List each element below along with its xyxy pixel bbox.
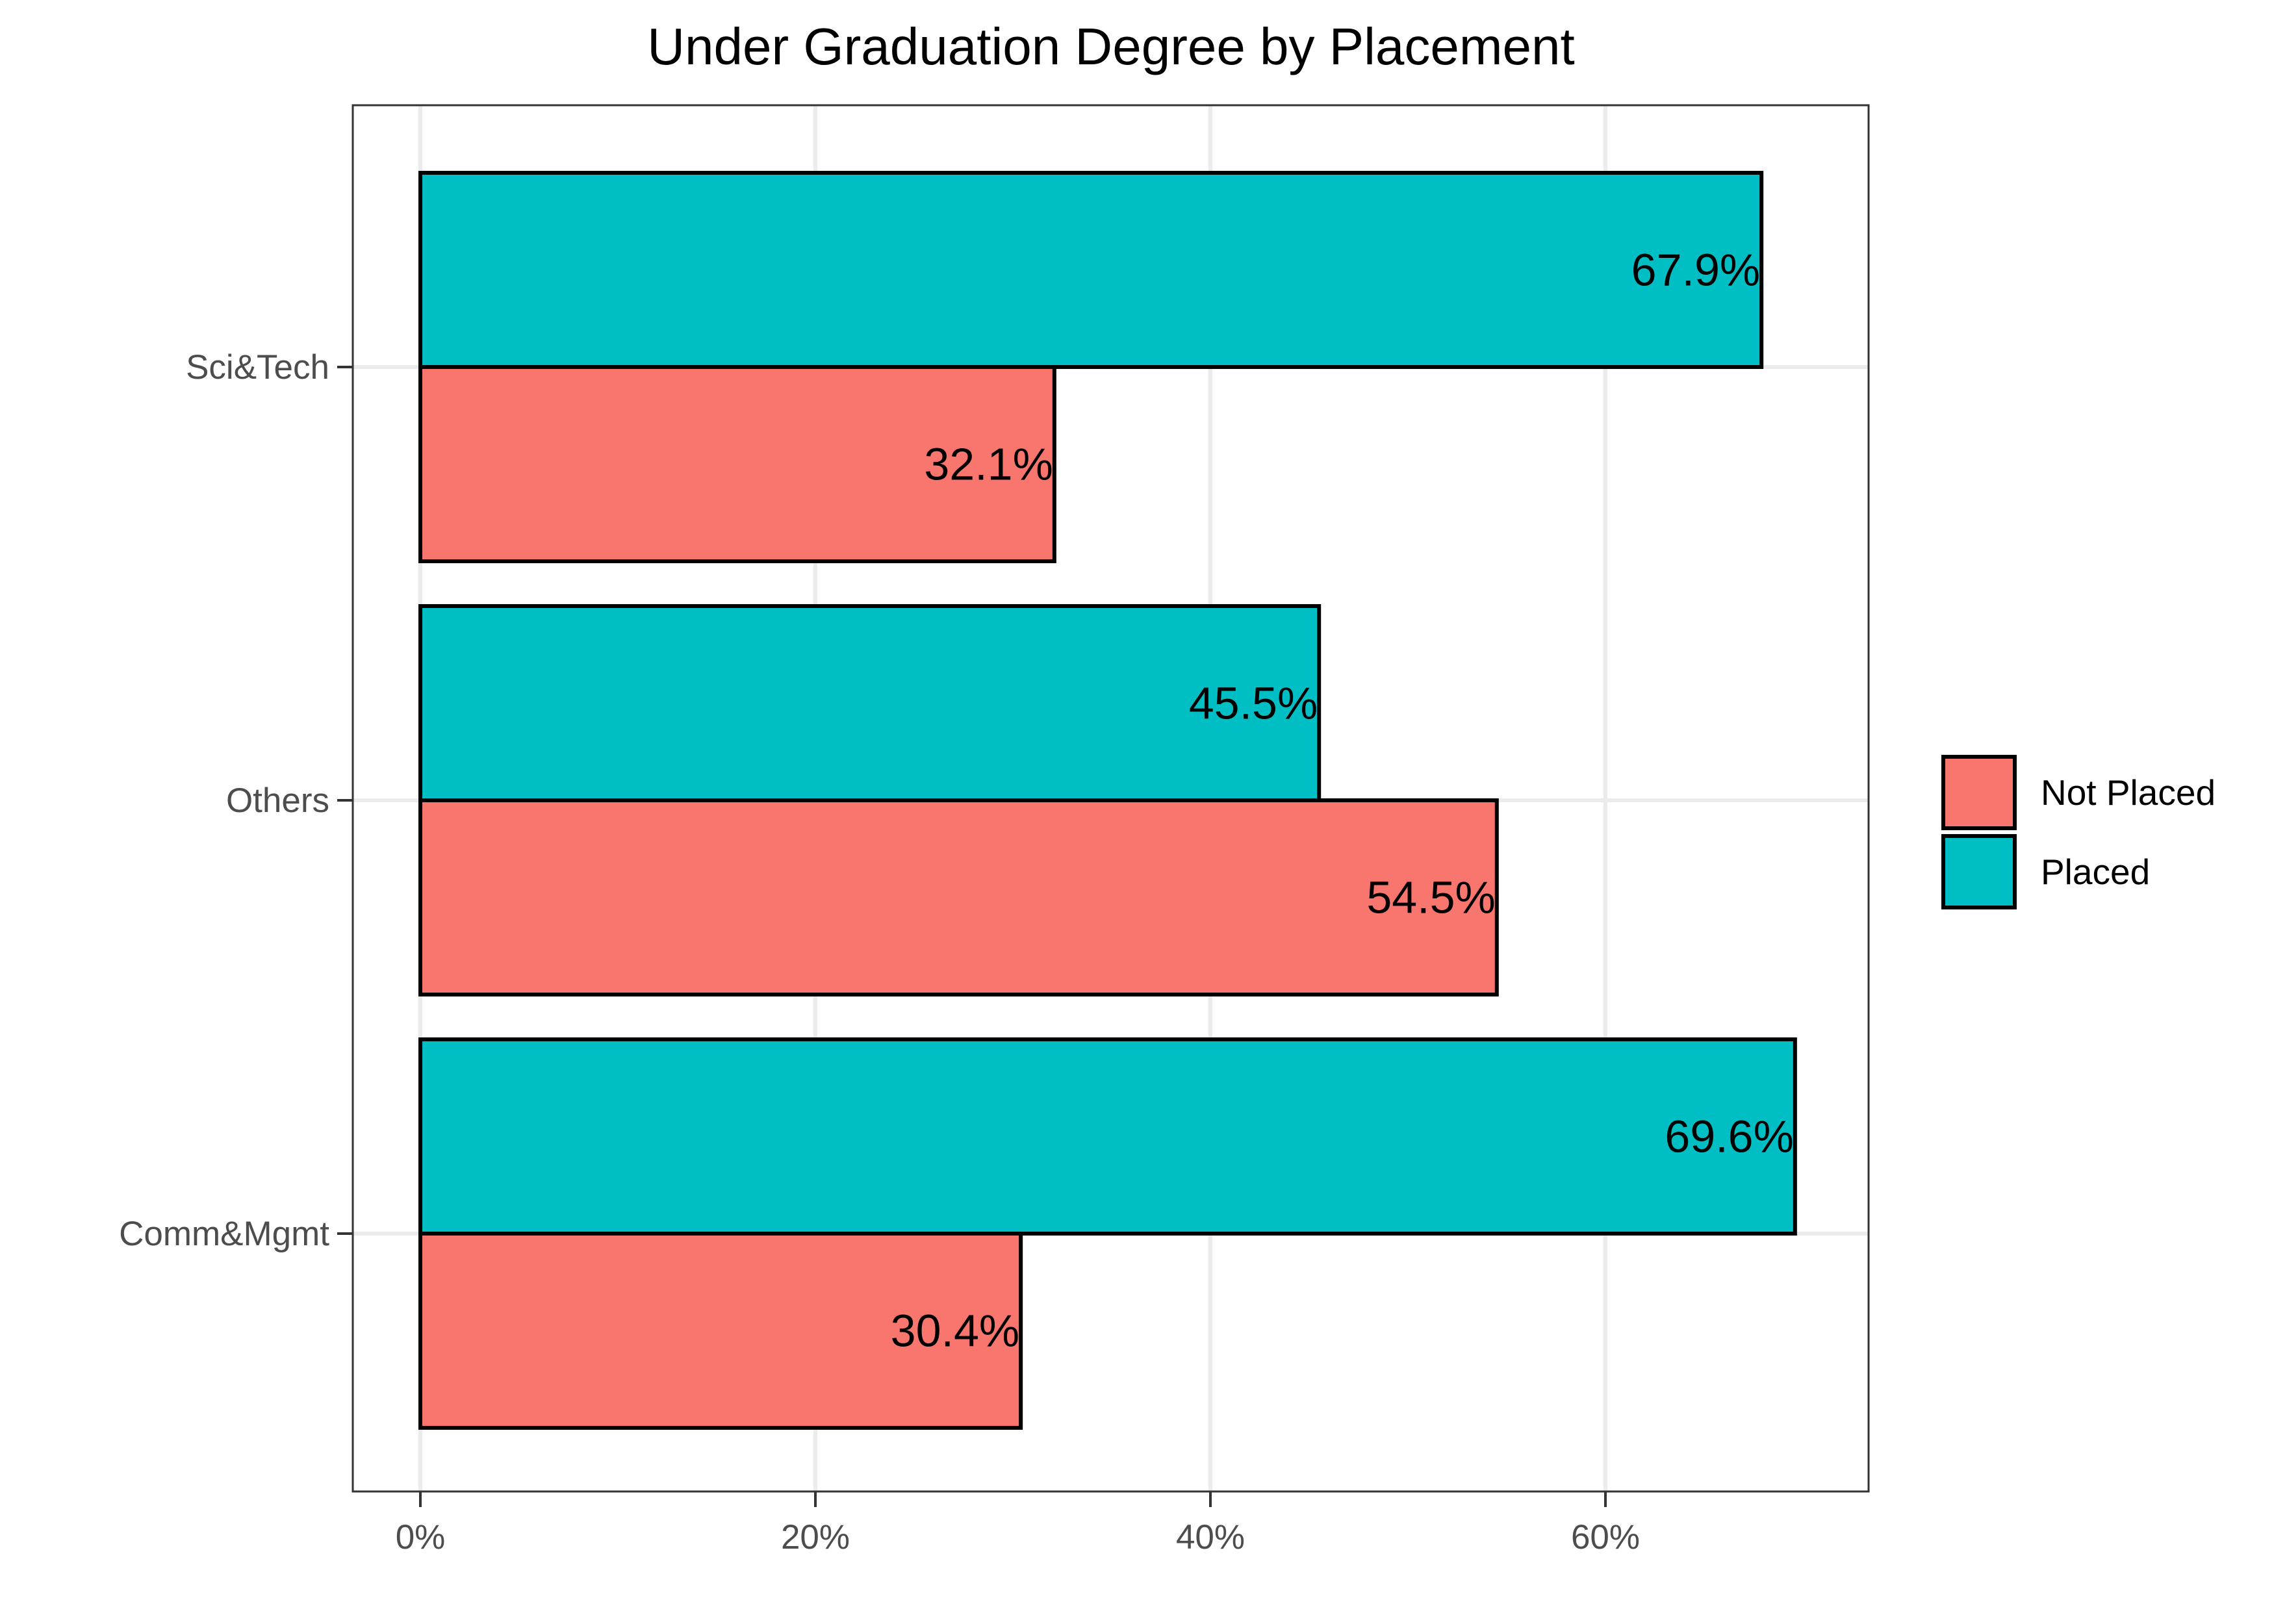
panel-border [351, 104, 1870, 1493]
bars [418, 171, 1797, 1430]
legend: Not Placed Placed [1941, 755, 2216, 909]
bar-value-label-1-1: 45.5% [1189, 678, 1318, 729]
bar-placed-0 [418, 1037, 1797, 1236]
bar-value-label-1-0: 69.6% [1665, 1111, 1793, 1162]
y-tick-label-2: Sci&Tech [186, 348, 329, 387]
legend-key-placed [1941, 834, 2017, 909]
chart-title: Under Graduation Degree by Placement [647, 18, 1574, 75]
legend-key-not-placed [1941, 755, 2017, 830]
bar-placed-2 [418, 171, 1764, 369]
x-tick-label-3: 60% [1571, 1518, 1640, 1556]
legend-label-placed: Placed [2041, 852, 2150, 892]
bar-value-label-0-2: 32.1% [924, 439, 1053, 490]
x-tick-label-1: 20% [781, 1518, 850, 1556]
bar-value-label-0-1: 54.5% [1366, 872, 1495, 923]
axes: 0% 20% 40% 60% Comm&Mgmt Others Sci&Tech [119, 348, 1640, 1556]
legend-label-not-placed: Not Placed [2041, 772, 2216, 813]
bar-value-labels: 30.4% 69.6% 54.5% 45.5% 32.1% 67.9% [891, 245, 1794, 1356]
bar-value-label-1-2: 67.9% [1631, 245, 1760, 296]
bar-value-label-0-0: 30.4% [891, 1306, 1019, 1356]
x-tick-label-0: 0% [396, 1518, 446, 1556]
bar-not-placed-2 [418, 365, 1056, 563]
bar-placed-1 [418, 604, 1322, 802]
x-tick-label-2: 40% [1176, 1518, 1245, 1556]
y-tick-label-1: Others [226, 781, 329, 820]
bar-not-placed-1 [418, 798, 1499, 996]
y-tick-label-0: Comm&Mgmt [119, 1215, 329, 1253]
